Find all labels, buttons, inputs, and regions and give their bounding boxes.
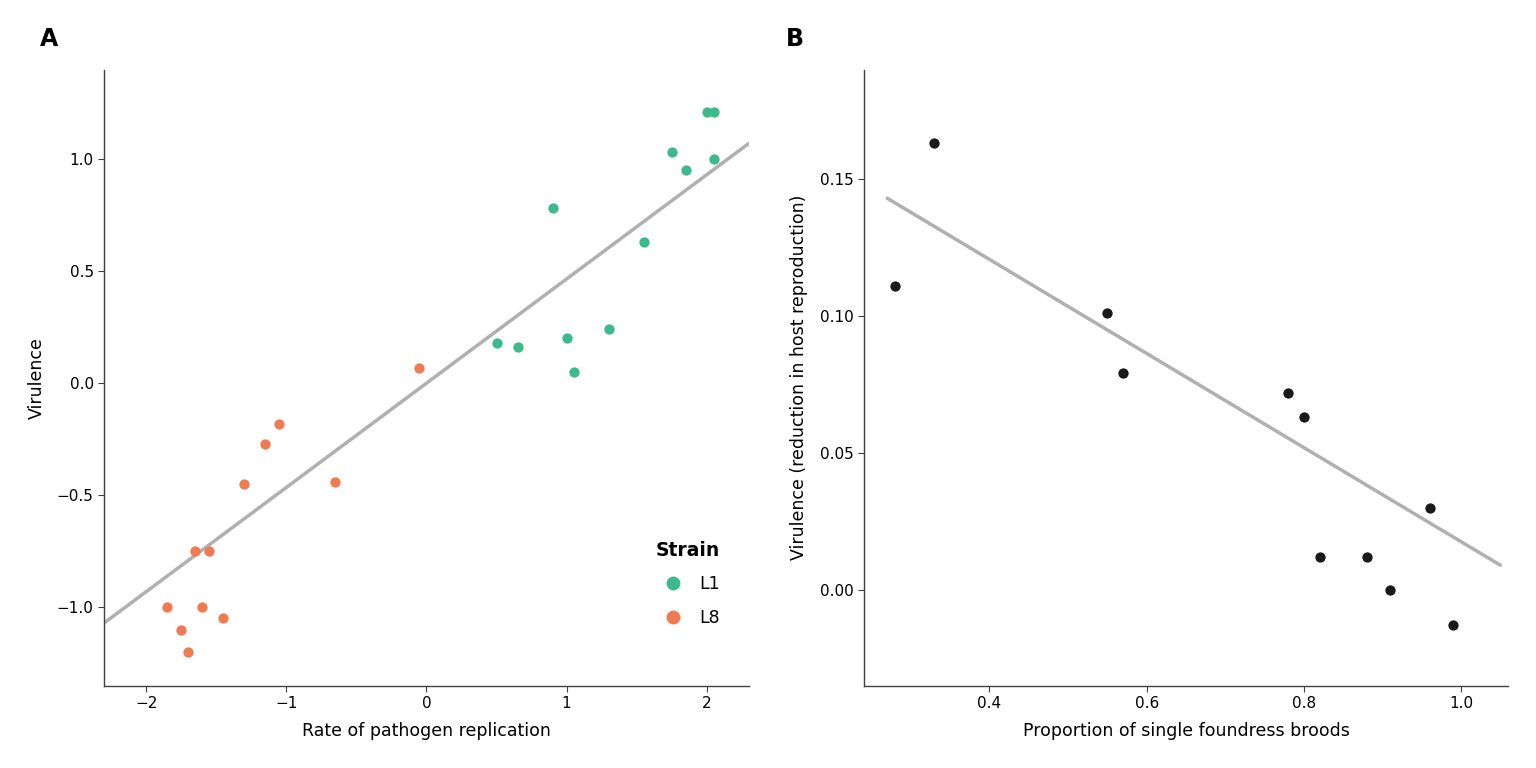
Point <box>554 333 579 345</box>
Point <box>155 601 180 614</box>
Point <box>702 106 727 118</box>
Point <box>1095 307 1120 319</box>
Point <box>922 137 946 150</box>
Point <box>702 153 727 165</box>
Point <box>1355 551 1379 563</box>
Legend: L1, L8: L1, L8 <box>650 534 727 634</box>
X-axis label: Rate of pathogen replication: Rate of pathogen replication <box>303 722 551 740</box>
Point <box>169 624 194 636</box>
Point <box>561 366 585 378</box>
Point <box>1276 386 1301 399</box>
Point <box>505 341 530 353</box>
Point <box>253 438 278 450</box>
Point <box>1307 551 1332 563</box>
Text: A: A <box>40 27 58 51</box>
Point <box>1292 411 1316 423</box>
Point <box>210 612 235 624</box>
Point <box>673 164 697 177</box>
Point <box>190 601 215 614</box>
Point <box>1441 619 1465 631</box>
Point <box>596 323 621 336</box>
Point <box>197 545 221 558</box>
Point <box>267 417 292 429</box>
Point <box>631 236 656 248</box>
Y-axis label: Virulence: Virulence <box>28 336 46 419</box>
Point <box>883 280 908 292</box>
Point <box>659 146 684 158</box>
Point <box>1418 502 1442 514</box>
Point <box>232 478 257 490</box>
Point <box>183 545 207 558</box>
Point <box>694 106 719 118</box>
Point <box>1111 367 1135 379</box>
X-axis label: Proportion of single foundress broods: Proportion of single foundress broods <box>1023 722 1350 740</box>
Point <box>541 202 565 214</box>
Point <box>1378 584 1402 596</box>
Point <box>484 336 508 349</box>
Text: B: B <box>786 27 805 51</box>
Point <box>407 362 432 374</box>
Y-axis label: Virulence (reduction in host reproduction): Virulence (reduction in host reproductio… <box>791 195 808 561</box>
Point <box>177 646 201 658</box>
Point <box>323 475 347 488</box>
